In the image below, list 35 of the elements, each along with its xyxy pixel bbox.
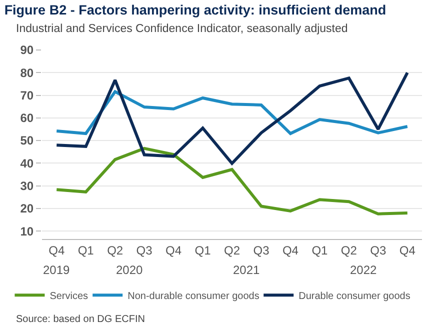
x-tick-label: Q1 bbox=[194, 243, 212, 258]
y-tick-label: 80 bbox=[20, 66, 34, 80]
text: 2022 bbox=[350, 263, 378, 277]
x-tick-label: Q2 bbox=[224, 243, 240, 258]
x-tick-label: Q4 bbox=[48, 243, 65, 258]
x-tick-label: Q3 bbox=[136, 243, 153, 258]
text: 2020 bbox=[116, 263, 144, 277]
y-tick-label: 50 bbox=[20, 134, 34, 148]
x-tick-label: Q4 bbox=[282, 243, 299, 258]
line-series bbox=[55, 146, 409, 216]
legend-label: Non-durable consumer goods bbox=[128, 290, 260, 302]
x-tick-label: Q3 bbox=[253, 243, 270, 258]
chart-title: Figure B2 - Factors hampering activity: insufficient demand bbox=[4, 2, 386, 18]
legend-label: Durable consumer goods bbox=[298, 290, 410, 302]
line-series bbox=[55, 90, 409, 136]
y-tick-label: 20 bbox=[20, 202, 34, 216]
x-tick-label: Q4 bbox=[166, 243, 182, 258]
y-tick-label: 70 bbox=[20, 88, 34, 102]
y-tick-label: 30 bbox=[20, 179, 34, 194]
y-tick-label: 10 bbox=[20, 224, 34, 238]
y-tick-label: 90 bbox=[20, 43, 34, 58]
x-tick-label: Q1 bbox=[78, 243, 94, 258]
y-tick-label: 40 bbox=[20, 156, 34, 170]
x-tick-label: Q4 bbox=[399, 243, 416, 258]
text: 2021 bbox=[233, 263, 260, 277]
x-tick-label: Q2 bbox=[340, 243, 358, 258]
x-tick-label: Q1 bbox=[312, 243, 328, 258]
line-series bbox=[55, 71, 409, 165]
legend-label: Services bbox=[50, 290, 88, 302]
text: 2019 bbox=[43, 263, 70, 277]
x-tick-label: Q2 bbox=[107, 243, 124, 258]
chart-subtitle: Industrial and Services Confidence Indicator, seasonally adjusted bbox=[16, 23, 348, 35]
y-tick-label: 60 bbox=[20, 111, 34, 126]
source-note: Source: based on DG ECFIN bbox=[16, 314, 145, 325]
x-tick-label: Q3 bbox=[370, 243, 386, 258]
